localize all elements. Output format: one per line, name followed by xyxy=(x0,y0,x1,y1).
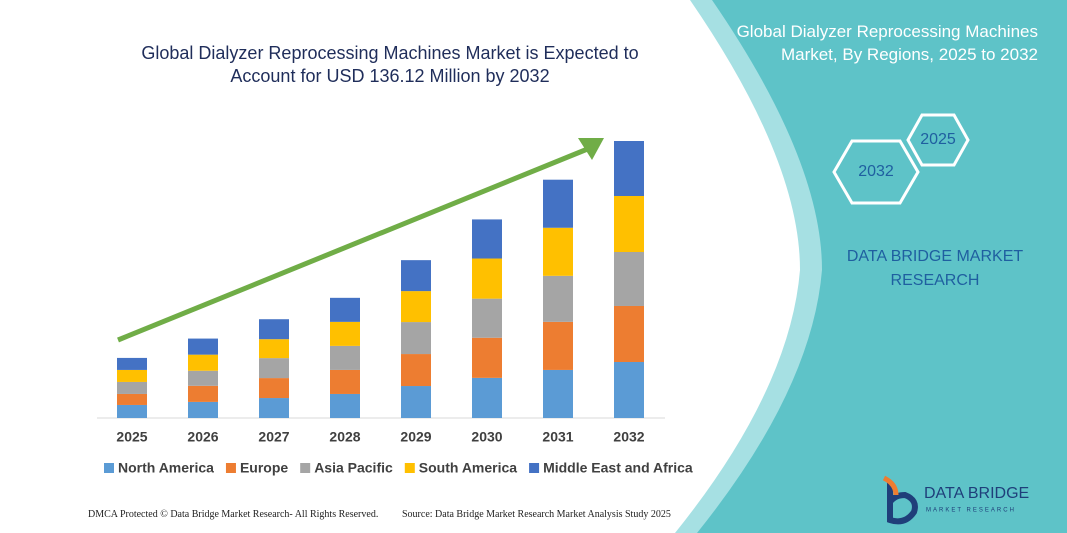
bar-segment xyxy=(472,337,502,378)
legend-swatch xyxy=(104,463,114,473)
panel-brand: DATA BRIDGE MARKET RESEARCH xyxy=(846,248,1024,289)
bar-segment xyxy=(188,338,218,355)
legend-swatch xyxy=(404,463,415,473)
bar-segment xyxy=(330,393,360,418)
bar-segment xyxy=(117,369,147,382)
bar-segment xyxy=(188,370,218,386)
bar-segment xyxy=(188,401,218,418)
x-tick-label: 2025 xyxy=(116,429,147,445)
bar-segment xyxy=(330,369,360,394)
legend-label: North America xyxy=(118,460,214,476)
footer-right: Source: Data Bridge Market Research Mark… xyxy=(402,509,671,520)
bar-segment xyxy=(543,227,573,276)
bar-segment xyxy=(259,339,289,359)
arrow-head xyxy=(578,138,604,160)
x-tick-label: 2027 xyxy=(258,429,289,445)
footer-left: DMCA Protected © Data Bridge Market Rese… xyxy=(88,509,379,520)
x-tick-label: 2029 xyxy=(400,429,431,445)
bar-segment xyxy=(543,321,573,370)
legend-swatch xyxy=(529,463,540,473)
bar-segment xyxy=(543,369,573,418)
hexagon xyxy=(832,139,920,205)
bar-segment xyxy=(188,385,218,402)
bar-segment xyxy=(614,305,644,362)
bar-segment xyxy=(472,377,502,418)
bar-segment xyxy=(401,386,431,418)
bar-segment xyxy=(614,195,644,253)
legend-swatch xyxy=(225,463,236,473)
bar-segment xyxy=(117,381,147,394)
hex-label: 2032 xyxy=(858,163,894,180)
legend-label: Asia Pacific xyxy=(314,460,393,476)
bar-segment xyxy=(117,393,147,405)
bar-segment xyxy=(259,378,289,399)
bar-segment xyxy=(259,398,289,418)
bar-segment xyxy=(543,179,573,228)
bar-segment xyxy=(472,219,502,259)
legend-label: Middle East and Africa xyxy=(543,460,693,476)
x-tick-label: 2028 xyxy=(329,429,360,445)
bar-segment xyxy=(117,357,147,370)
hex-label: 2025 xyxy=(920,131,956,148)
x-tick-label: 2030 xyxy=(471,429,502,445)
logo-tagline: MARKET RESEARCH xyxy=(926,508,1016,514)
x-tick-label: 2026 xyxy=(187,429,218,445)
bar-segment xyxy=(117,404,147,418)
bar-segment xyxy=(401,322,431,355)
bar-segment xyxy=(188,354,218,371)
bar-segment xyxy=(401,354,431,387)
bar-segment xyxy=(401,260,431,292)
logo-name: DATA BRIDGE xyxy=(924,485,1029,502)
legend-label: Europe xyxy=(240,460,288,476)
legend-label: South America xyxy=(419,460,517,476)
bar-segment xyxy=(330,297,360,322)
bar-segment xyxy=(543,275,573,322)
x-tick-label: 2032 xyxy=(613,429,644,445)
logo-icon xyxy=(887,482,918,525)
hexagon xyxy=(906,113,970,167)
chart-title: Global Dialyzer Reprocessing Machines Ma… xyxy=(141,43,639,86)
logo-icon xyxy=(882,475,899,496)
bar-segment xyxy=(472,258,502,299)
bar-segment xyxy=(614,141,644,196)
bar-segment xyxy=(259,358,289,379)
panel-title: Global Dialyzer Reprocessing Machines Ma… xyxy=(736,22,1038,64)
bar-segment xyxy=(259,319,289,340)
bar-segment xyxy=(401,291,431,323)
x-tick-label: 2031 xyxy=(542,429,573,445)
bar-segment xyxy=(614,361,644,418)
bar-segment xyxy=(330,321,360,346)
trend-arrow xyxy=(117,145,591,343)
legend-swatch xyxy=(300,463,311,473)
bar-segment xyxy=(330,345,360,370)
bar-segment xyxy=(614,252,644,306)
bar-segment xyxy=(472,298,502,338)
panel-bg xyxy=(697,0,1067,533)
